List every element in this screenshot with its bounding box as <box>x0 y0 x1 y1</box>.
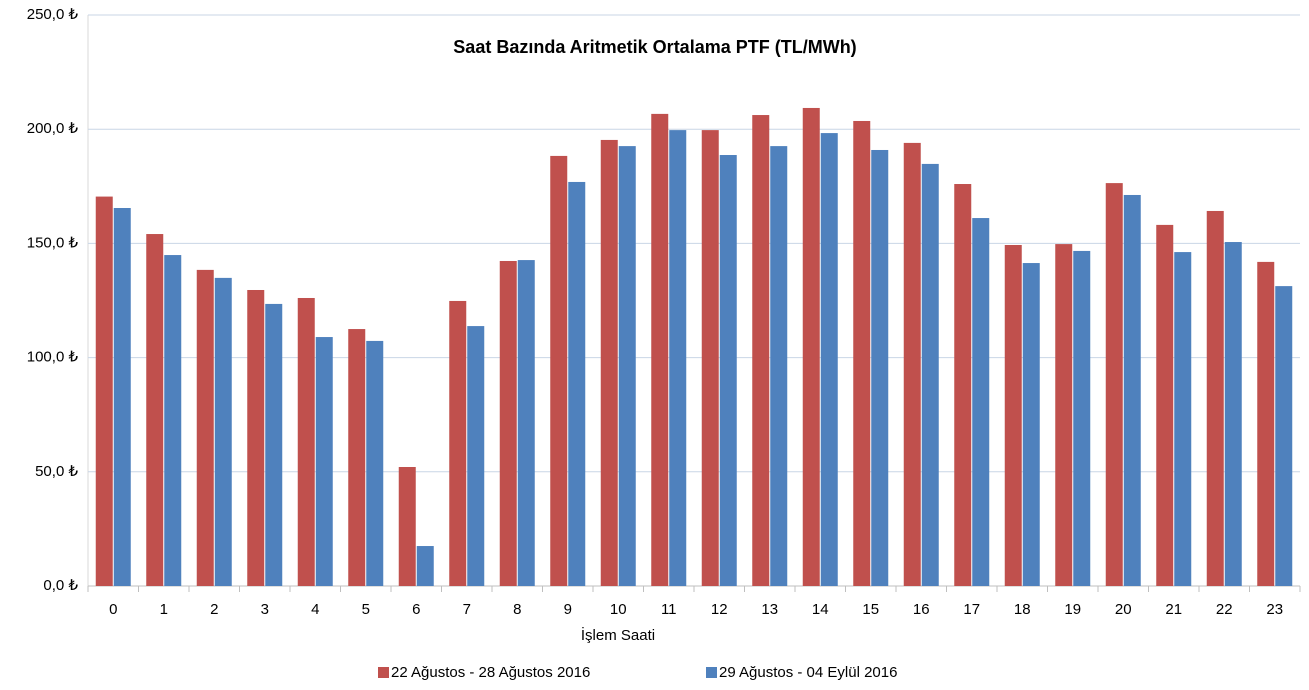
y-tick-label: 100,0 ₺ <box>27 349 79 366</box>
y-tick-label: 200,0 ₺ <box>27 120 79 137</box>
x-tick-label: 0 <box>109 601 117 618</box>
bar <box>449 300 467 586</box>
bar <box>921 163 939 586</box>
bar <box>416 546 434 586</box>
x-tick-label: 16 <box>913 601 930 618</box>
chart-title: Saat Bazında Aritmetik Ortalama PTF (TL/… <box>453 37 856 57</box>
bar <box>196 269 214 586</box>
x-tick-label: 13 <box>761 601 778 618</box>
bar <box>1123 194 1141 587</box>
legend-label: 22 Ağustos - 28 Ağustos 2016 <box>391 664 590 681</box>
x-tick-label: 23 <box>1266 601 1283 618</box>
bar <box>618 146 636 586</box>
bar <box>214 277 232 586</box>
x-tick-label: 15 <box>862 601 879 618</box>
x-tick-label: 12 <box>711 601 728 618</box>
legend-label: 29 Ağustos - 04 Eylül 2016 <box>719 664 897 681</box>
bar <box>1206 210 1224 586</box>
bar <box>954 184 972 587</box>
x-tick-label: 11 <box>661 601 677 618</box>
bar <box>903 142 921 587</box>
y-tick-label: 150,0 ₺ <box>27 234 79 251</box>
y-tick-label: 50,0 ₺ <box>35 463 78 480</box>
bar <box>499 260 517 586</box>
bar <box>651 113 669 586</box>
x-tick-label: 5 <box>362 601 370 618</box>
bar <box>752 115 770 587</box>
bar <box>701 130 719 587</box>
bar <box>550 155 568 587</box>
x-tick-label: 3 <box>261 601 269 618</box>
y-tick-label: 250,0 ₺ <box>27 6 79 23</box>
bar <box>770 146 788 586</box>
bar <box>265 303 283 586</box>
bar <box>669 130 687 587</box>
x-tick-label: 4 <box>311 601 319 618</box>
bar <box>820 133 838 586</box>
bar <box>600 139 618 586</box>
bar <box>1156 224 1174 586</box>
bar <box>1022 263 1040 586</box>
bar <box>95 196 113 586</box>
x-tick-label: 10 <box>610 601 627 618</box>
bar <box>517 260 535 586</box>
bar <box>398 467 416 586</box>
x-tick-label: 18 <box>1014 601 1031 618</box>
x-tick-label: 1 <box>160 601 168 618</box>
bar <box>568 181 586 587</box>
bar <box>1055 244 1073 586</box>
bar <box>853 120 871 586</box>
bar <box>972 218 990 586</box>
bar <box>297 297 315 586</box>
x-tick-label: 7 <box>463 601 471 618</box>
x-tick-label: 22 <box>1216 601 1233 618</box>
x-tick-label: 2 <box>210 601 218 618</box>
bar <box>146 234 164 587</box>
bar <box>247 289 265 586</box>
bar <box>164 255 182 586</box>
x-tick-label: 20 <box>1115 601 1132 618</box>
bar <box>871 149 889 586</box>
bar <box>1275 286 1293 586</box>
bar <box>802 107 820 586</box>
bar <box>366 340 384 586</box>
bar <box>348 329 366 586</box>
bar <box>315 337 333 586</box>
bar <box>1004 244 1022 587</box>
x-tick-label: 19 <box>1064 601 1081 618</box>
bar <box>113 207 131 587</box>
x-tick-label: 14 <box>812 601 829 618</box>
x-tick-label: 21 <box>1165 601 1182 618</box>
bar <box>467 326 485 586</box>
x-tick-label: 17 <box>963 601 980 618</box>
bar <box>1174 252 1192 586</box>
x-tick-label: 6 <box>412 601 420 618</box>
legend-swatch <box>706 667 717 678</box>
bar <box>719 155 737 586</box>
x-tick-label: 8 <box>513 601 521 618</box>
bar <box>1073 250 1091 586</box>
bar <box>1105 183 1123 586</box>
bar <box>1257 261 1275 586</box>
y-tick-label: 0,0 ₺ <box>43 577 78 594</box>
x-axis-label: İşlem Saati <box>581 626 655 644</box>
legend-swatch <box>378 667 389 678</box>
x-tick-label: 9 <box>564 601 572 618</box>
bar <box>1224 242 1242 586</box>
